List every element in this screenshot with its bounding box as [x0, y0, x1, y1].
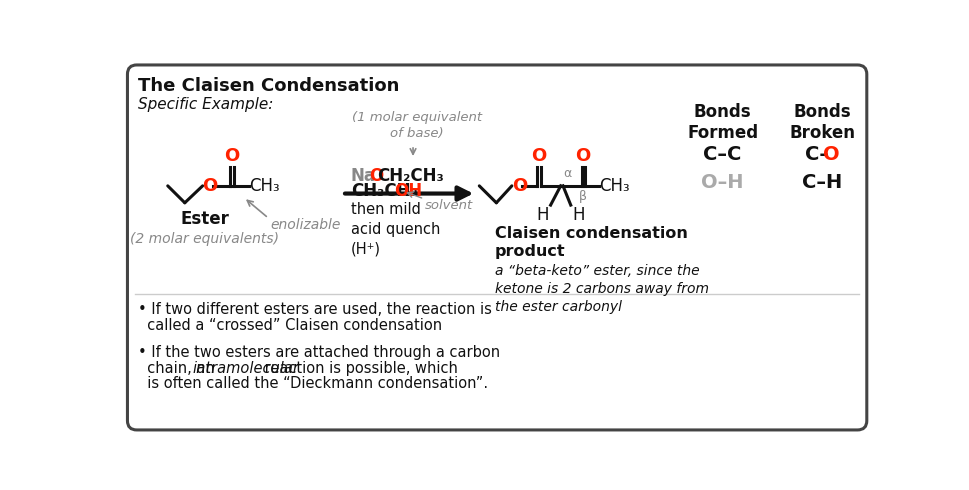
Text: then mild
acid quench
(H⁺): then mild acid quench (H⁺) — [350, 202, 440, 257]
Text: O–H: O–H — [701, 173, 743, 192]
Text: C–H: C–H — [801, 173, 842, 192]
Text: CH₃: CH₃ — [249, 177, 279, 195]
Text: Claisen condensation
product: Claisen condensation product — [494, 226, 687, 260]
Text: solvent: solvent — [424, 199, 473, 212]
Text: CH₃CH₂: CH₃CH₂ — [350, 182, 417, 200]
Text: CH₃: CH₃ — [598, 177, 629, 195]
Text: O: O — [822, 145, 838, 164]
Text: reaction is possible, which: reaction is possible, which — [260, 361, 457, 376]
Text: CH₂CH₃: CH₂CH₃ — [377, 167, 443, 185]
Text: Bonds
Broken: Bonds Broken — [789, 103, 855, 142]
Text: O: O — [575, 147, 590, 165]
Text: chain, an: chain, an — [139, 361, 219, 376]
Text: Bonds
Formed: Bonds Formed — [686, 103, 758, 142]
Text: H: H — [572, 206, 584, 224]
Text: O: O — [512, 177, 526, 195]
Text: O: O — [203, 177, 218, 195]
Text: enolizable: enolizable — [269, 218, 340, 232]
Text: Na: Na — [350, 167, 375, 185]
Text: Ester: Ester — [180, 211, 229, 228]
Text: • If the two esters are attached through a carbon: • If the two esters are attached through… — [139, 345, 500, 360]
Text: α: α — [562, 167, 571, 180]
Text: O: O — [531, 147, 547, 165]
Text: (2 molar equivalents): (2 molar equivalents) — [130, 232, 279, 246]
Text: intramolecular: intramolecular — [193, 361, 299, 376]
Text: The Claisen Condensation: The Claisen Condensation — [139, 77, 399, 95]
Text: O: O — [369, 167, 383, 185]
Text: H: H — [536, 206, 548, 224]
Text: β: β — [578, 191, 586, 203]
Text: OH: OH — [393, 182, 422, 200]
Text: C–C: C–C — [703, 145, 741, 164]
Text: • If two different esters are used, the reaction is: • If two different esters are used, the … — [139, 302, 491, 317]
Text: called a “crossed” Claisen condensation: called a “crossed” Claisen condensation — [139, 318, 442, 333]
FancyBboxPatch shape — [127, 65, 866, 430]
Text: a “beta-keto” ester, since the
ketone is 2 carbons away from
the ester carbonyl: a “beta-keto” ester, since the ketone is… — [494, 265, 708, 314]
Text: Specific Example:: Specific Example: — [139, 98, 273, 112]
Text: O: O — [224, 147, 238, 165]
Text: C–: C– — [804, 145, 828, 164]
Text: (1 molar equivalent
of base): (1 molar equivalent of base) — [352, 111, 482, 140]
Text: is often called the “Dieckmann condensation”.: is often called the “Dieckmann condensat… — [139, 376, 488, 391]
